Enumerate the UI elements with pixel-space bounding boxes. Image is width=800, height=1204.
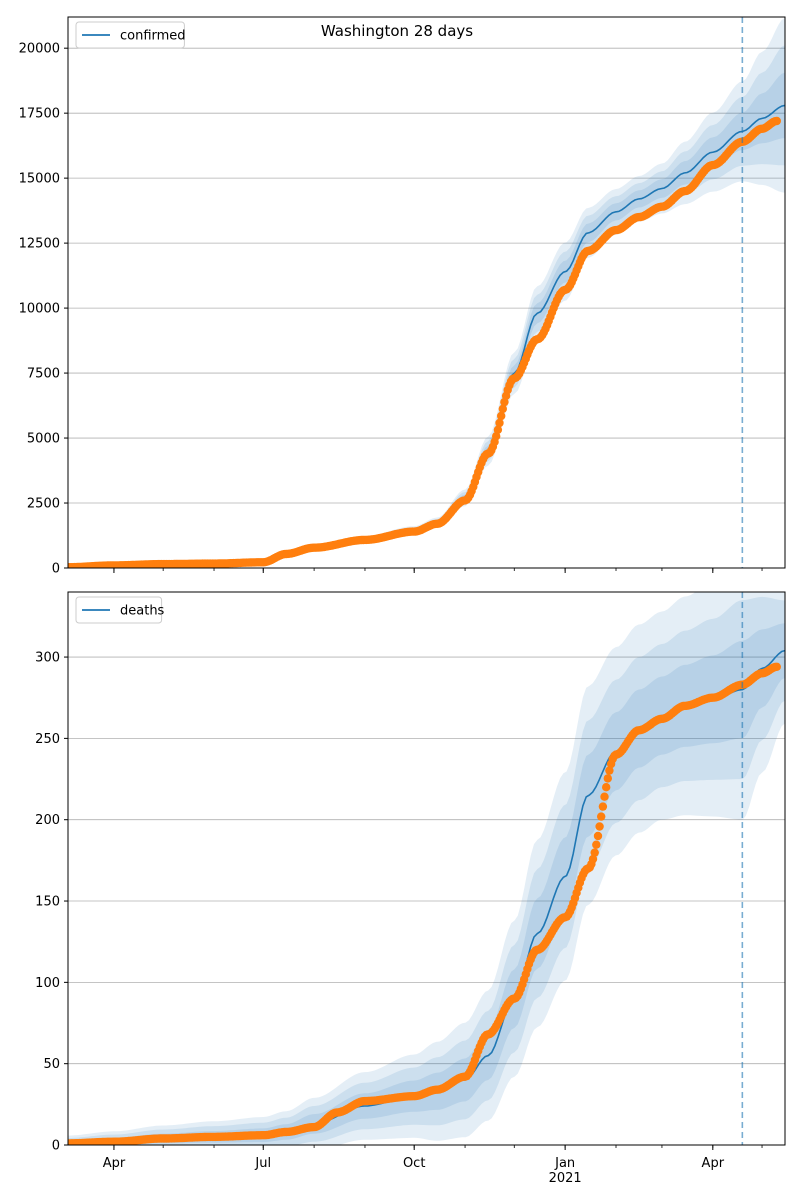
axes-frame bbox=[67, 591, 786, 1146]
y-tick-label: 20000 bbox=[19, 42, 60, 57]
uncertainty-band bbox=[68, 72, 785, 568]
observed-point bbox=[772, 116, 781, 126]
observed-point bbox=[595, 822, 604, 831]
x-year-label: 2021 bbox=[549, 1171, 582, 1186]
y-tick-label: 5000 bbox=[27, 432, 60, 447]
y-tick-label: 0 bbox=[52, 562, 60, 577]
y-tick-label: 250 bbox=[35, 732, 60, 747]
observed-point bbox=[492, 432, 501, 441]
uncertainty-band bbox=[68, 592, 785, 1145]
plot-area bbox=[68, 592, 785, 1145]
uncertainty-band bbox=[68, 596, 785, 1145]
uncertainty-band bbox=[68, 18, 785, 568]
legend-box bbox=[75, 21, 185, 49]
observed-point bbox=[500, 397, 509, 407]
observed-point bbox=[498, 404, 507, 414]
x-tick-label: Apr bbox=[103, 1156, 126, 1171]
y-tick-label: 12500 bbox=[19, 237, 60, 252]
y-tick-label: 50 bbox=[43, 1057, 60, 1072]
y-tick-label: 300 bbox=[35, 651, 60, 666]
observed-point bbox=[602, 783, 611, 792]
y-tick-label: 100 bbox=[35, 976, 60, 991]
y-tick-label: 150 bbox=[35, 895, 60, 910]
y-tick-label: 0 bbox=[52, 1139, 60, 1154]
observed-point bbox=[603, 774, 612, 783]
observed-point bbox=[772, 662, 781, 671]
y-tick-label: 7500 bbox=[27, 367, 60, 382]
y-tick-label: 10000 bbox=[19, 302, 60, 317]
y-tick-label: 2500 bbox=[27, 497, 60, 512]
legend-box bbox=[75, 596, 163, 624]
legend-label: confirmed bbox=[120, 29, 186, 44]
confirmed-panel: 0 2500 5000 7500 10000 12500 15000 17500 20000 co… bbox=[19, 16, 786, 577]
axes-frame bbox=[67, 16, 786, 569]
legend: deaths bbox=[75, 596, 165, 624]
uncertainty-band bbox=[68, 45, 785, 568]
x-tick-label: Jul bbox=[254, 1156, 271, 1171]
observed-point bbox=[597, 812, 606, 821]
observed-point bbox=[592, 840, 601, 849]
y-tick-label: 200 bbox=[35, 813, 60, 828]
observed-point bbox=[493, 425, 503, 434]
uncertainty-band bbox=[68, 623, 785, 1145]
observed-point bbox=[497, 411, 506, 421]
deaths-panel: 0 50 100 150 200 250 300 Apr Jul Oct Jan Apr 2021 dea… bbox=[35, 591, 786, 1186]
figure-title: Washington 28 days bbox=[321, 22, 473, 40]
plot-area bbox=[68, 18, 785, 568]
legend-label: deaths bbox=[120, 604, 165, 619]
x-tick-label: Oct bbox=[403, 1156, 425, 1171]
observed-point bbox=[605, 766, 614, 775]
observed-point bbox=[590, 848, 599, 857]
observed-point bbox=[495, 418, 504, 428]
x-tick-label: Jan bbox=[554, 1156, 575, 1171]
y-tick-label: 15000 bbox=[19, 172, 60, 187]
y-tick-label: 17500 bbox=[19, 107, 60, 122]
observed-point bbox=[588, 854, 598, 864]
observed-point bbox=[598, 802, 608, 811]
legend: confirmed bbox=[75, 21, 186, 49]
x-tick-label: Apr bbox=[702, 1156, 725, 1171]
observed-point bbox=[593, 831, 603, 841]
observed-point bbox=[600, 792, 609, 801]
